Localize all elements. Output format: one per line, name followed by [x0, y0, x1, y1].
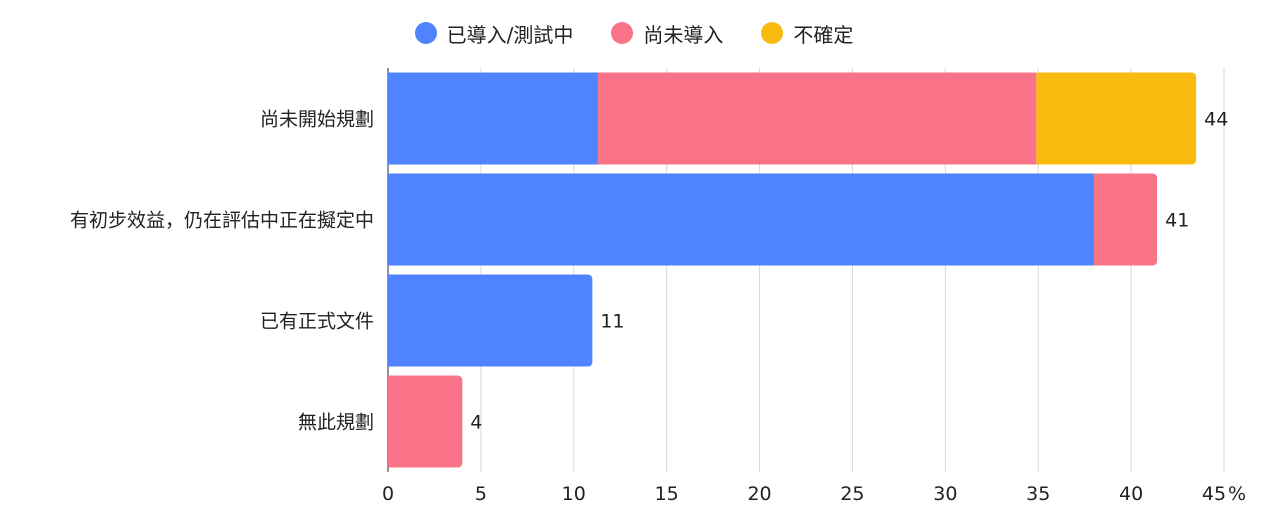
x-tick-label: 0: [382, 483, 394, 505]
bar-total-label: 44: [1204, 109, 1228, 131]
bar-total-label: 4: [470, 412, 482, 434]
legend-swatch-unsure: [761, 22, 784, 44]
bar-total-label: 11: [600, 311, 624, 333]
chart-legend: 已導入/測試中 尚未導入 不確定: [0, 18, 1268, 48]
legend-item-not-implemented: 尚未導入: [611, 19, 723, 48]
x-tick-label: 40: [1119, 483, 1143, 505]
x-tick-label: 25: [840, 483, 864, 505]
x-tick-label: 30: [933, 483, 957, 505]
x-unit-label: %: [1228, 483, 1246, 505]
bar-segment: [388, 72, 598, 165]
category-label: 無此規劃: [298, 412, 374, 434]
bar-segment: [388, 173, 1094, 266]
x-tick-label: 15: [655, 483, 679, 505]
x-tick-label: 20: [747, 483, 771, 505]
x-tick-label: 5: [475, 483, 487, 505]
legend-swatch-not-implemented: [611, 22, 634, 44]
x-tick-label: 10: [562, 483, 586, 505]
x-tick-label: 45: [1202, 483, 1226, 505]
legend-label-not-implemented: 尚未導入: [643, 22, 724, 47]
legend-item-implemented: 已導入/測試中: [414, 19, 574, 48]
x-tick-label: 35: [1026, 483, 1050, 505]
category-label: 有初步效益，仍在評估中正在擬定中: [70, 210, 374, 232]
category-label: 尚未開始規劃: [260, 109, 374, 131]
legend-swatch-implemented: [414, 22, 437, 44]
legend-item-unsure: 不確定: [761, 19, 853, 48]
bar-segment: [1036, 72, 1197, 165]
category-label: 已有正式文件: [260, 311, 374, 333]
bar-segment: [1093, 173, 1158, 266]
bar-segment: [388, 274, 593, 367]
bar-total-label: 41: [1165, 210, 1189, 232]
bar-segment: [388, 375, 463, 468]
legend-label-unsure: 不確定: [793, 22, 854, 47]
legend-label-implemented: 已導入/測試中: [446, 22, 574, 47]
bar-segment: [597, 72, 1037, 165]
